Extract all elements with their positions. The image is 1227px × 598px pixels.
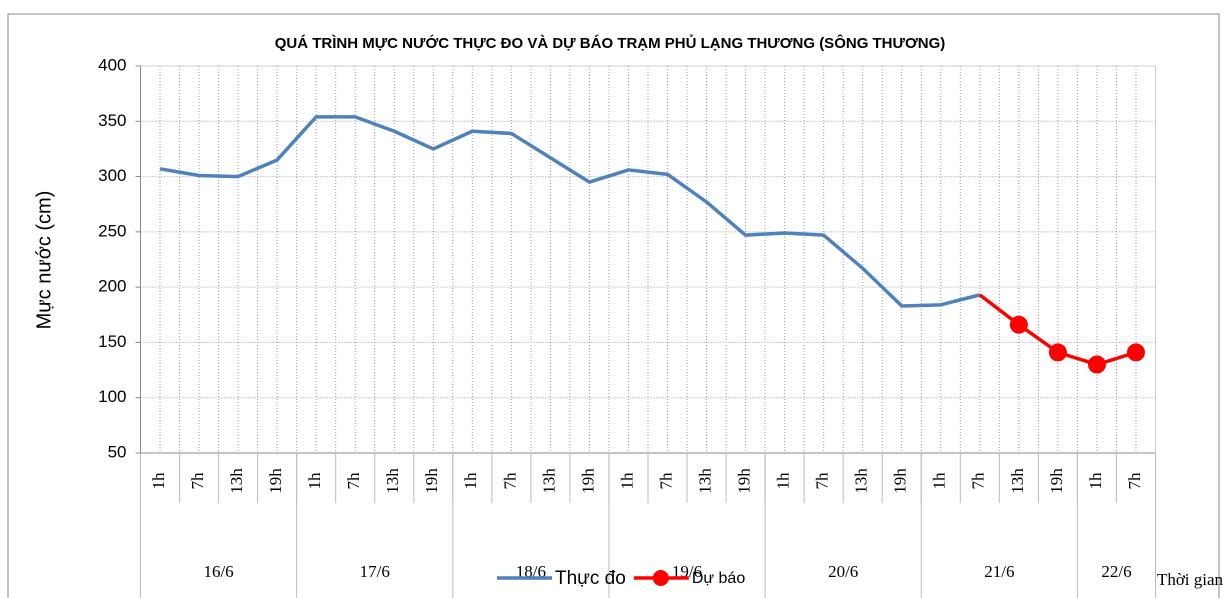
y-axis-label: Mực nước (cm) — [33, 191, 55, 330]
series-marker — [1126, 343, 1145, 362]
group-label: 19/6 — [672, 562, 702, 581]
chart-border — [7, 13, 1220, 598]
legend-label: Dự báo — [692, 570, 746, 587]
series-line — [159, 115, 981, 308]
series-marker — [1048, 343, 1067, 362]
group-label: 18/6 — [516, 562, 546, 581]
x-tick-label: 19h — [735, 468, 754, 494]
x-tick-label: 1h — [305, 472, 324, 490]
x-tick-label: 1h — [461, 472, 480, 490]
y-tick-label: 350 — [98, 111, 126, 130]
x-tick-label: 19h — [1047, 468, 1066, 494]
x-tick-label: 1h — [149, 472, 168, 490]
x-tick-label: 1h — [1086, 472, 1105, 490]
legend-label: Thực đo — [555, 568, 626, 589]
x-axis-label: Thời gian — [1157, 570, 1224, 589]
x-tick-label: 13h — [383, 468, 402, 494]
series-marker — [1087, 355, 1106, 374]
group-label: 17/6 — [360, 562, 390, 581]
x-tick-label: 19h — [266, 468, 285, 494]
y-tick-label: 200 — [98, 277, 126, 296]
x-tick-label: 13h — [695, 468, 714, 494]
x-tick-label: 7h — [500, 472, 519, 490]
x-tick-label: 1h — [617, 472, 636, 490]
x-tick-label: 7h — [344, 472, 363, 490]
legend-item: Dự báo — [633, 570, 746, 587]
chart-title: QUÁ TRÌNH MỰC NƯỚC THỰC ĐO VÀ DỰ BÁO TRẠ… — [275, 34, 946, 52]
legend-item: Thực đo — [497, 568, 626, 589]
series-marker — [1009, 315, 1028, 334]
x-tick-label: 7h — [656, 472, 675, 490]
group-label: 22/6 — [1101, 562, 1131, 581]
x-tick-label: 1h — [930, 472, 949, 490]
x-tick-label: 7h — [813, 472, 832, 490]
y-tick-label: 100 — [98, 387, 126, 406]
legend-marker — [652, 570, 669, 586]
y-tick-label: 50 — [108, 442, 127, 461]
x-tick-label: 13h — [852, 468, 871, 494]
x-tick-label: 19h — [578, 468, 597, 494]
y-tick-label: 400 — [98, 55, 126, 74]
y-tick-label: 150 — [98, 332, 126, 351]
x-tick-label: 13h — [227, 468, 246, 494]
group-label: 20/6 — [828, 562, 858, 581]
y-tick-label: 300 — [98, 166, 126, 185]
x-tick-label: 13h — [539, 468, 558, 494]
group-label: 21/6 — [984, 562, 1014, 581]
y-tick-label: 250 — [98, 221, 126, 240]
group-label: 16/6 — [203, 562, 233, 581]
x-tick-label: 7h — [1125, 472, 1144, 490]
x-tick-label: 19h — [422, 468, 441, 494]
x-tick-label: 7h — [969, 472, 988, 490]
x-tick-label: 13h — [1008, 468, 1027, 494]
x-tick-label: 7h — [188, 472, 207, 490]
x-tick-label: 19h — [891, 468, 910, 494]
x-tick-label: 1h — [774, 472, 793, 490]
